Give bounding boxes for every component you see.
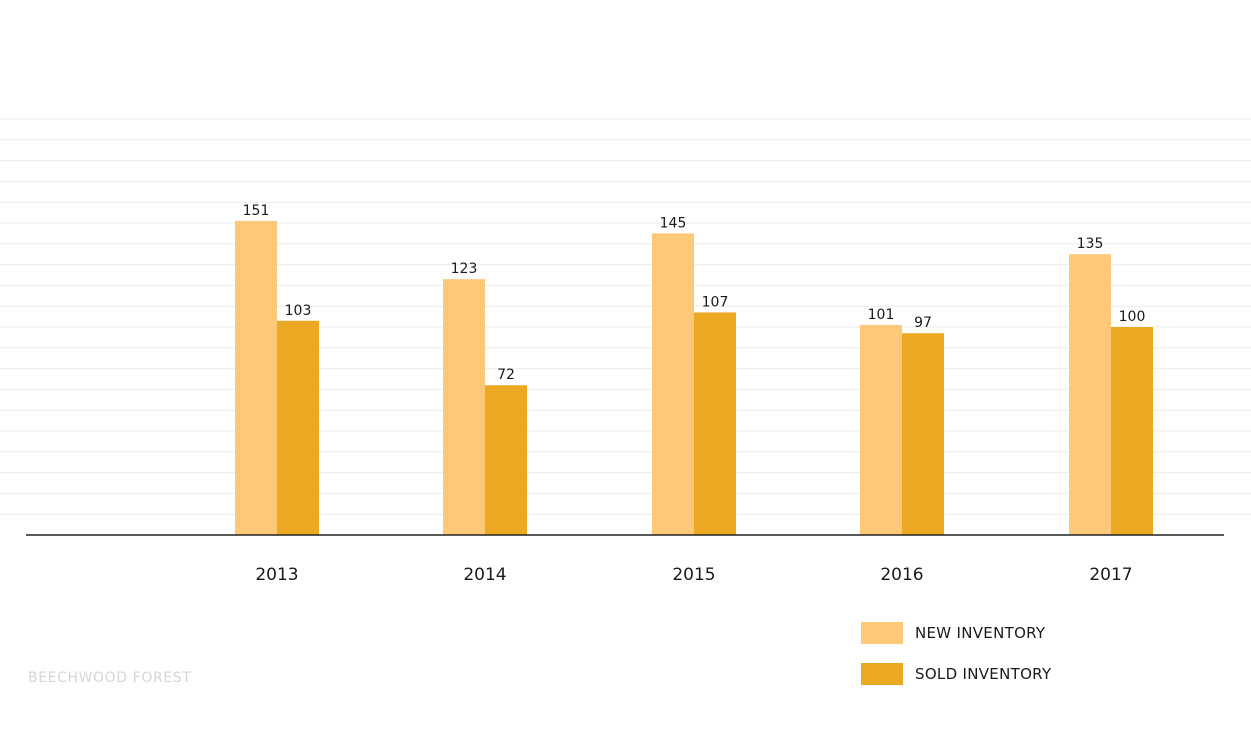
- bar-sold-inventory-2016: [902, 333, 944, 535]
- x-tick-label-2015: 2015: [672, 565, 715, 585]
- legend-label-sold-inventory: SOLD INVENTORY: [915, 665, 1052, 683]
- data-label-sold-inventory-2017: 100: [1119, 309, 1146, 325]
- bar-new-inventory-2013: [235, 220, 277, 536]
- legend-label-new-inventory: NEW INVENTORY: [915, 624, 1046, 642]
- bar-sold-inventory-2014: [485, 385, 527, 535]
- data-label-new-inventory-2015: 145: [660, 215, 687, 231]
- bars: [235, 220, 1153, 536]
- x-tick-label-2014: 2014: [463, 565, 506, 585]
- data-label-sold-inventory-2013: 103: [285, 303, 312, 319]
- data-label-new-inventory-2013: 151: [243, 203, 270, 219]
- legend-item-new-inventory: NEW INVENTORY: [861, 622, 1051, 644]
- legend-swatch-new-inventory: [861, 622, 903, 644]
- data-label-sold-inventory-2016: 97: [914, 315, 932, 331]
- bar-new-inventory-2017: [1069, 254, 1111, 535]
- x-tick-label-2017: 2017: [1089, 565, 1132, 585]
- data-label-sold-inventory-2015: 107: [702, 294, 729, 310]
- x-tick-label-2013: 2013: [255, 565, 298, 585]
- data-label-new-inventory-2014: 123: [451, 261, 478, 277]
- data-labels: 151 103 123 72 145 107 101 97 135 100: [243, 203, 1146, 383]
- legend-swatch-sold-inventory: [861, 663, 903, 685]
- bar-new-inventory-2016: [860, 324, 902, 535]
- data-label-new-inventory-2017: 135: [1077, 236, 1104, 252]
- x-tick-label-2016: 2016: [880, 565, 923, 585]
- x-axis-ticks: 2013 2014 2015 2016 2017: [255, 565, 1132, 585]
- legend-item-sold-inventory: SOLD INVENTORY: [861, 663, 1051, 685]
- bar-sold-inventory-2013: [277, 320, 319, 535]
- bar-new-inventory-2014: [443, 279, 485, 535]
- gridlines: [0, 118, 1251, 515]
- legend: NEW INVENTORY SOLD INVENTORY: [861, 622, 1051, 704]
- bar-sold-inventory-2015: [694, 312, 736, 535]
- data-label-new-inventory-2016: 101: [868, 307, 895, 323]
- footer-brand-label: BEECHWOOD FOREST: [28, 670, 192, 686]
- data-label-sold-inventory-2014: 72: [497, 367, 515, 383]
- bar-sold-inventory-2017: [1111, 327, 1153, 535]
- bar-new-inventory-2015: [652, 233, 694, 535]
